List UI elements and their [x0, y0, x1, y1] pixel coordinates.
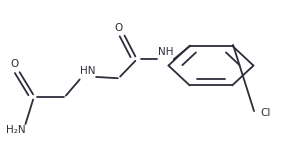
Text: O: O	[11, 59, 19, 69]
Text: NH: NH	[159, 47, 174, 57]
Text: HN: HN	[80, 66, 96, 76]
Text: H₂N: H₂N	[6, 125, 26, 135]
Text: Cl: Cl	[260, 108, 270, 118]
Text: O: O	[115, 23, 123, 33]
